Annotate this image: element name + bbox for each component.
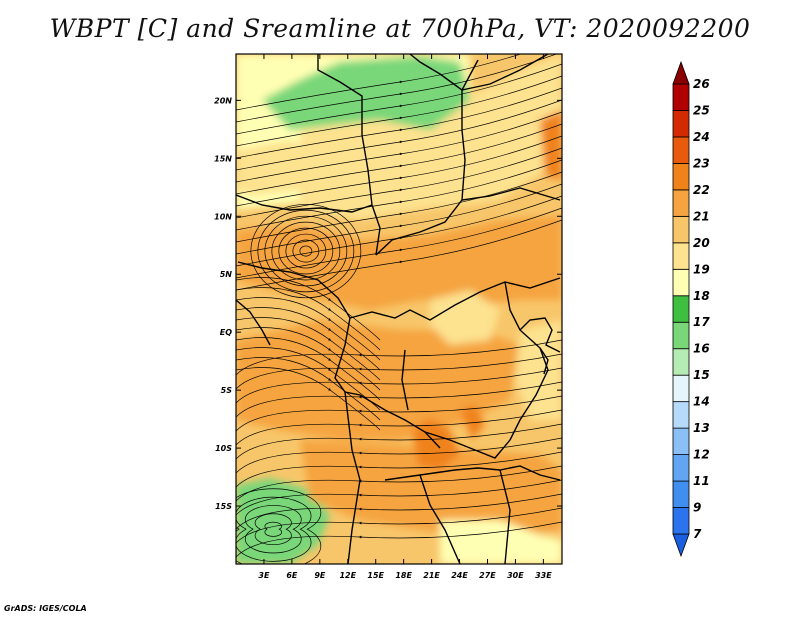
colorbar-segment [672, 189, 690, 217]
lon-tick: 27E [479, 54, 496, 580]
longitude-axis: 3E 6E 9E 12E 15E 18E 21E 24E 27E 30E 33E [258, 54, 552, 580]
colorbar-segment [672, 163, 690, 191]
lon-tick-label: 12E [339, 571, 356, 580]
colorbar-label: 15 [693, 368, 710, 382]
lon-tick: 6E [286, 54, 298, 580]
colorbar-segment [672, 427, 690, 455]
lon-tick: 18E [395, 54, 412, 580]
lat-tick-label: 15S [215, 502, 232, 511]
colorbar-segment [672, 401, 690, 429]
colorbar-label: 16 [693, 342, 710, 356]
wbpt-field [236, 54, 562, 564]
colorbar-segment [672, 374, 690, 403]
colorbar-label: 26 [693, 77, 710, 91]
lon-tick: 33E [535, 54, 552, 580]
colorbar-segment [672, 295, 690, 323]
lon-tick-label: 15E [367, 571, 384, 580]
country-borders [236, 54, 561, 564]
latitude-axis: 20N 15N 10N 5N EQ 5S 10S 15S [214, 96, 562, 511]
colorbar-label: 22 [693, 183, 710, 197]
lat-tick: 20N [214, 96, 562, 105]
lon-tick: 30E [507, 54, 524, 580]
colorbar-label: 20 [693, 236, 710, 250]
colorbar-label: 7 [693, 527, 702, 541]
lon-tick: 24E [451, 54, 468, 580]
colorbar-segment [672, 268, 690, 297]
colorbar-segment [672, 136, 690, 164]
lon-tick-label: 21E [423, 571, 440, 580]
lat-tick-label: 5N [220, 270, 233, 279]
lon-tick-label: 33E [535, 571, 552, 580]
lat-tick: 15S [215, 502, 562, 511]
colorbar-max-arrow [672, 60, 690, 85]
colorbar-segment [672, 507, 690, 535]
lon-tick: 21E [423, 54, 440, 580]
map-frame [235, 53, 563, 565]
colorbar-segment [672, 480, 690, 508]
lon-tick-label: 9E [314, 571, 326, 580]
colorbar-segment [672, 83, 690, 111]
lon-tick-label: 18E [395, 571, 412, 580]
grads-credit: GrADS: IGES/COLA [4, 604, 87, 613]
map-title: WBPT [C] and Sreamline at 700hPa, VT: 20… [49, 14, 751, 43]
colorbar-segment [672, 321, 690, 350]
colorbar-min-arrow [672, 533, 690, 558]
lon-tick: 12E [339, 54, 357, 580]
colorbar-segment [672, 242, 690, 270]
colorbar-label: 23 [693, 156, 710, 170]
colorbar-label: 21 [693, 209, 710, 223]
colorbar-label: 19 [693, 262, 710, 276]
lat-tick: 10S [215, 444, 562, 453]
lon-tick: 9E [314, 54, 326, 580]
colorbar: 7 9 11 12 13 14 15 16 17 18 19 20 21 22 23 24 25 26 [672, 60, 710, 558]
lon-tick-label: 3E [258, 571, 270, 580]
lon-tick: 3E [258, 54, 270, 580]
lon-tick: 15E [367, 54, 385, 580]
colorbar-label: 17 [693, 315, 710, 329]
lon-tick-label: 24E [451, 571, 468, 580]
colorbar-label: 13 [693, 421, 710, 435]
colorbar-segment [672, 348, 690, 376]
lat-tick-label: 10S [215, 444, 232, 453]
lat-tick: 10N [214, 212, 562, 221]
colorbar-segment [672, 215, 690, 244]
lat-tick: 15N [214, 154, 562, 163]
lon-tick-label: 6E [286, 571, 298, 580]
colorbar-segment [672, 110, 690, 138]
lon-tick-label: 30E [507, 571, 524, 580]
lat-tick: 5N [220, 270, 562, 279]
colorbar-label: 14 [693, 395, 710, 409]
lat-tick-label: 5S [221, 386, 233, 395]
lon-tick-label: 27E [479, 571, 496, 580]
lat-tick: EQ [220, 328, 562, 337]
lat-tick-label: 10N [214, 212, 232, 221]
lat-tick-label: 20N [214, 96, 232, 105]
colorbar-label: 9 [693, 501, 701, 515]
colorbar-segment [672, 454, 690, 482]
colorbar-label: 12 [693, 448, 710, 462]
colorbar-label: 25 [693, 103, 710, 117]
colorbar-label: 18 [693, 289, 710, 303]
colorbar-label: 11 [693, 474, 710, 488]
lat-tick-label: EQ [220, 328, 232, 337]
lat-tick-label: 15N [214, 154, 232, 163]
colorbar-label: 24 [693, 130, 710, 144]
lat-tick: 5S [221, 386, 562, 395]
